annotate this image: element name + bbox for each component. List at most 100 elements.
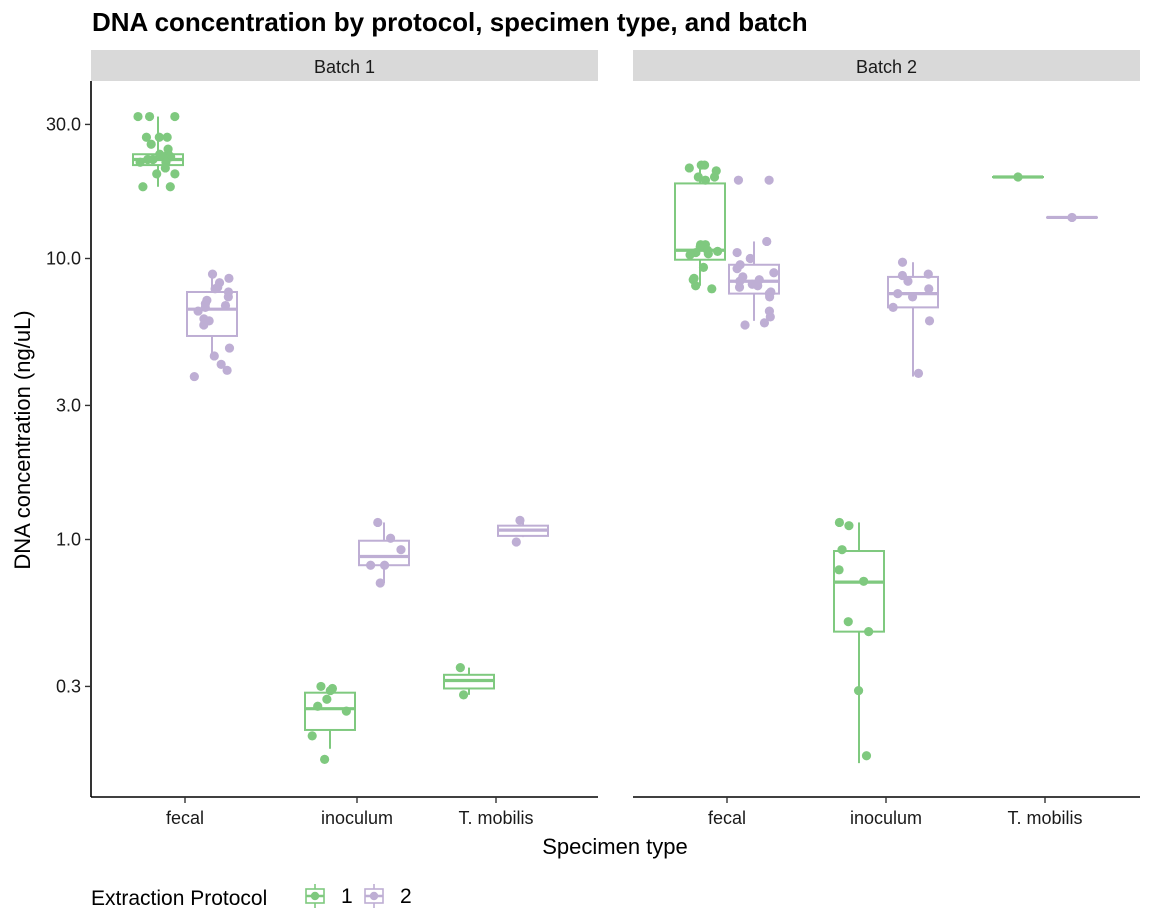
facet-panel-1: Batch 1 0.3 1.0 3.0 10.0 30.0 fecal inoculum T. … <box>46 50 598 828</box>
data-point <box>316 681 326 692</box>
data-point <box>515 515 525 525</box>
facet-panels: Batch 1 0.3 1.0 3.0 10.0 30.0 fecal inoculum T. … <box>46 50 1140 828</box>
data-point <box>133 111 143 122</box>
data-point <box>924 284 934 294</box>
data-point <box>165 182 175 192</box>
data-point <box>753 281 763 291</box>
data-point <box>511 537 521 547</box>
boxplot-group <box>304 681 356 764</box>
x-tick-label: fecal <box>166 808 204 828</box>
data-point <box>222 365 232 375</box>
y-tick-label: 1.0 <box>56 530 81 550</box>
data-point <box>210 284 220 294</box>
y-tick-label: 10.0 <box>46 249 81 269</box>
boxplot-group <box>443 663 495 700</box>
data-point <box>700 175 711 185</box>
legend-entry-1: 1 <box>305 884 353 908</box>
data-point <box>834 565 844 575</box>
data-point <box>313 701 323 711</box>
data-point <box>853 685 864 696</box>
data-point <box>224 343 235 353</box>
data-point <box>223 292 233 302</box>
boxplot-group <box>497 515 549 547</box>
x-tick-label: inoculum <box>850 808 922 828</box>
boxplot-group <box>992 172 1044 182</box>
data-point <box>458 690 469 700</box>
legend-entry-label: 1 <box>341 885 353 908</box>
boxplot-group <box>1046 212 1098 223</box>
data-point <box>844 521 854 531</box>
data-point <box>209 351 219 361</box>
data-point <box>764 175 774 185</box>
data-point <box>455 663 465 673</box>
data-point <box>1013 172 1023 182</box>
x-tick-label: inoculum <box>321 808 393 828</box>
data-point <box>698 262 709 272</box>
data-point <box>685 250 695 260</box>
data-point <box>1067 212 1077 223</box>
data-point <box>170 111 180 122</box>
data-point <box>903 276 913 286</box>
x-tick-label: T. mobilis <box>1007 808 1082 828</box>
facet-strip-label: Batch 2 <box>856 57 917 77</box>
data-point <box>712 246 723 256</box>
data-point <box>373 517 383 528</box>
data-point <box>396 545 406 555</box>
data-point <box>325 685 335 696</box>
facet-strip <box>91 50 598 81</box>
y-tick-label: 0.3 <box>56 676 81 696</box>
boxplot-group <box>132 111 184 192</box>
data-point <box>843 617 853 627</box>
boxplot-group <box>833 517 885 764</box>
data-point <box>379 560 390 570</box>
data-point <box>693 172 703 182</box>
data-point <box>897 257 908 267</box>
data-point <box>152 169 162 179</box>
data-point <box>732 264 742 274</box>
data-point <box>216 359 226 369</box>
data-point <box>322 694 332 704</box>
data-point <box>199 320 209 330</box>
data-point <box>141 132 152 142</box>
data-point <box>924 316 935 326</box>
data-point <box>160 163 170 173</box>
data-point <box>837 545 847 555</box>
data-point <box>740 320 750 330</box>
y-tick-label: 3.0 <box>56 395 81 415</box>
box <box>833 550 885 633</box>
boxplot-group <box>674 160 726 294</box>
facet-panel-2: Batch 2 fecal inoculum T. mobilis <box>633 50 1140 828</box>
data-point <box>707 284 717 294</box>
data-point <box>138 182 148 192</box>
x-tick-label: fecal <box>708 808 746 828</box>
data-point <box>703 249 713 259</box>
data-point <box>154 132 164 142</box>
data-point <box>341 706 351 716</box>
data-point <box>699 160 710 170</box>
data-point <box>146 139 156 149</box>
data-point <box>733 175 744 185</box>
boxplot-group <box>186 269 238 382</box>
data-point <box>769 268 779 278</box>
data-point <box>691 281 701 291</box>
data-point <box>144 111 155 122</box>
data-point <box>320 754 330 764</box>
box <box>674 182 726 261</box>
boxplot-group <box>887 257 939 379</box>
facet-strip-label: Batch 1 <box>314 57 375 77</box>
x-tick-label: T. mobilis <box>458 808 533 828</box>
data-point <box>893 289 903 299</box>
data-point <box>709 172 720 182</box>
data-point <box>162 132 172 142</box>
data-point <box>759 318 770 328</box>
data-point <box>366 560 376 570</box>
chart-title: DNA concentration by protocol, specimen … <box>92 7 808 37</box>
x-axis-title: Specimen type <box>542 834 688 859</box>
data-point <box>734 282 745 292</box>
data-point <box>897 270 908 281</box>
y-axis-title: DNA concentration (ng/uL) <box>10 310 35 569</box>
data-point <box>189 371 199 382</box>
data-point <box>148 154 158 165</box>
data-point <box>913 368 924 379</box>
data-point <box>207 269 218 279</box>
